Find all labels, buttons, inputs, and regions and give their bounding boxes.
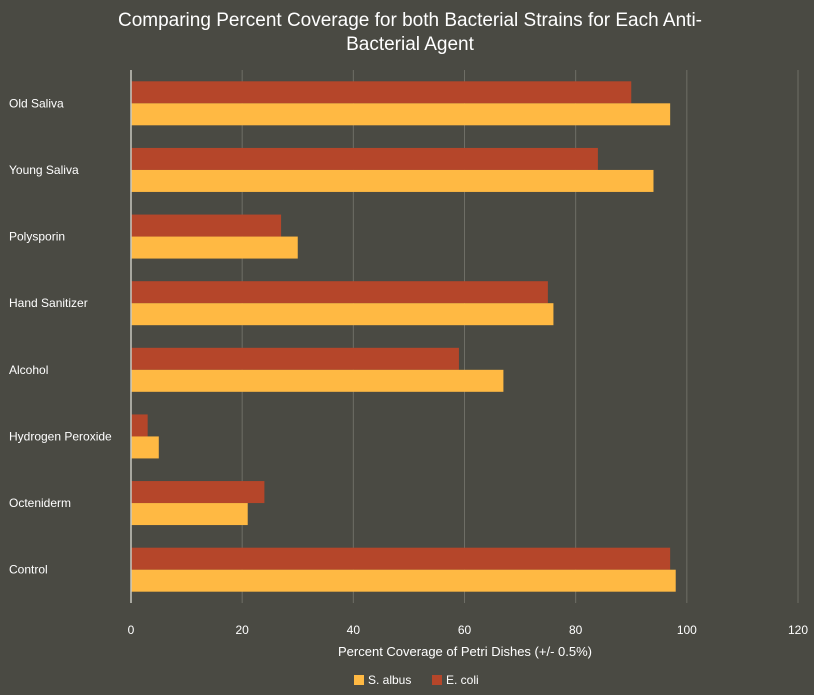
category-label: Old Saliva bbox=[9, 96, 64, 110]
bar-s-albus-5 bbox=[131, 436, 159, 459]
category-label: Octeniderm bbox=[9, 496, 71, 510]
category-label: Alcohol bbox=[9, 363, 48, 377]
bar-s-albus-2 bbox=[131, 236, 298, 259]
x-tick-label: 0 bbox=[128, 623, 135, 637]
bars bbox=[131, 81, 676, 592]
category-labels: Old Saliva Young Saliva Polysporin Hand San… bbox=[9, 96, 112, 576]
bar-e-coli-2 bbox=[131, 214, 282, 237]
x-tick-label: 100 bbox=[677, 623, 697, 637]
category-label: Control bbox=[9, 563, 48, 577]
legend: S. albus E. coli bbox=[354, 673, 479, 687]
x-tick-label: 20 bbox=[235, 623, 249, 637]
category-label: Polysporin bbox=[9, 230, 65, 244]
bar-e-coli-4 bbox=[131, 347, 459, 370]
bar-s-albus-7 bbox=[131, 569, 676, 592]
bar-e-coli-1 bbox=[131, 147, 598, 170]
x-axis-tick-labels: 0 20 40 60 80 100 120 bbox=[128, 623, 809, 637]
x-tick-label: 40 bbox=[347, 623, 361, 637]
legend-swatch bbox=[354, 675, 364, 685]
bar-s-albus-6 bbox=[131, 503, 248, 526]
x-tick-label: 120 bbox=[788, 623, 808, 637]
x-tick-label: 60 bbox=[458, 623, 472, 637]
bar-s-albus-0 bbox=[131, 103, 671, 126]
chart-title-line-2: Bacterial Agent bbox=[346, 34, 475, 55]
chart-title-line-1: Comparing Percent Coverage for both Bact… bbox=[118, 10, 702, 31]
bar-e-coli-3 bbox=[131, 281, 548, 304]
legend-label: E. coli bbox=[446, 673, 479, 687]
category-label: Hand Sanitizer bbox=[9, 296, 88, 310]
bar-s-albus-3 bbox=[131, 303, 554, 326]
bar-s-albus-1 bbox=[131, 169, 654, 192]
legend-label: S. albus bbox=[368, 673, 411, 687]
x-axis-title: Percent Coverage of Petri Dishes (+/- 0.… bbox=[338, 644, 592, 659]
bar-e-coli-5 bbox=[131, 414, 148, 437]
bar-e-coli-0 bbox=[131, 81, 632, 104]
category-label: Young Saliva bbox=[9, 163, 79, 177]
chart-title: Comparing Percent Coverage for both Bact… bbox=[118, 10, 702, 55]
bar-e-coli-6 bbox=[131, 481, 265, 504]
legend-swatch bbox=[432, 675, 442, 685]
bar-s-albus-4 bbox=[131, 369, 504, 392]
x-tick-label: 80 bbox=[569, 623, 583, 637]
category-label: Hydrogen Peroxide bbox=[9, 429, 112, 443]
bar-e-coli-7 bbox=[131, 547, 671, 570]
